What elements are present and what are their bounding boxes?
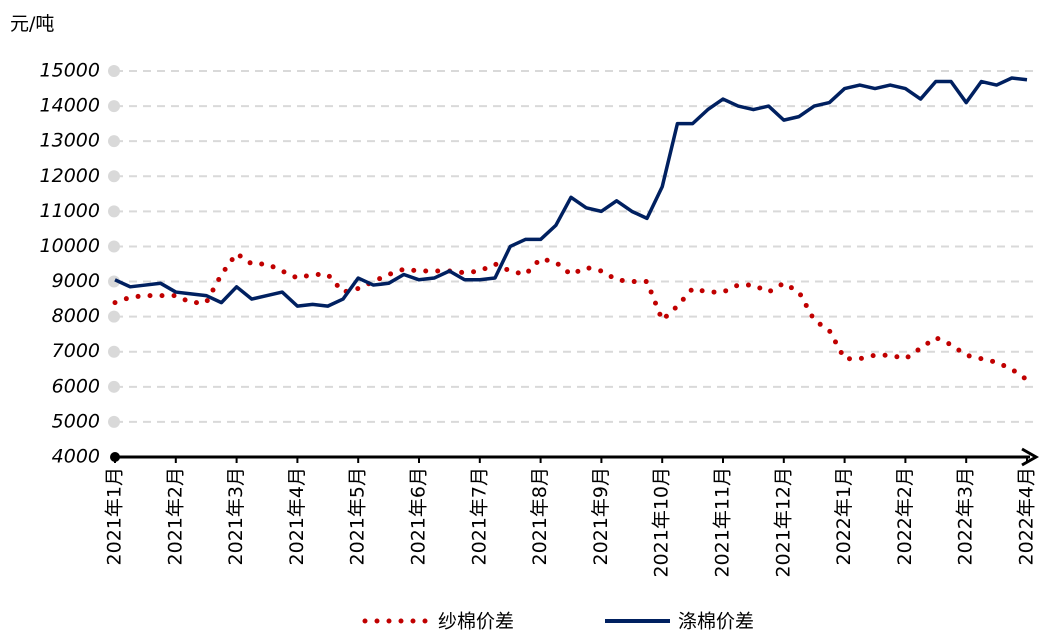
x-tick-label: 2021年6月: [408, 467, 430, 565]
x-tick-label: 2021年3月: [225, 467, 247, 565]
y-tick-label: 5000: [52, 410, 100, 432]
grid-dot: [108, 100, 120, 113]
x-tick-label: 2021年5月: [347, 467, 369, 565]
x-tick-label: 2021年1月: [104, 467, 126, 565]
grid-dot: [108, 65, 120, 77]
y-tick-label: 11000: [40, 200, 100, 222]
x-tick-label: 2021年9月: [590, 467, 612, 565]
y-tick-label: 12000: [40, 165, 100, 187]
y-tick-label: 9000: [52, 270, 100, 292]
x-tick-label: 2021年2月: [164, 467, 186, 565]
grid-dot: [108, 240, 120, 253]
series-line: [114, 76, 1028, 308]
x-tick-label: 2022年4月: [1016, 467, 1038, 565]
series-line: [112, 250, 1030, 383]
grid-dot: [108, 275, 120, 288]
y-tick-label: 15000: [40, 60, 100, 82]
x-tick-label: 2021年12月: [772, 467, 794, 578]
y-tick-label: 14000: [40, 95, 100, 117]
x-tick-label: 2021年11月: [712, 467, 734, 578]
x-tick-label: 2022年1月: [833, 467, 855, 565]
y-axis-label: 元/吨: [10, 13, 54, 35]
y-tick-label: 13000: [40, 130, 100, 152]
x-tick-label: 2021年10月: [651, 467, 673, 578]
x-tick-label: 2022年2月: [894, 467, 916, 565]
x-tick-label: 2022年3月: [955, 467, 977, 565]
grid-dot: [108, 135, 120, 148]
y-tick-label: 10000: [40, 235, 100, 257]
grid-dot: [108, 205, 120, 218]
legend-label: 涤棉价差: [678, 611, 754, 633]
y-tick-label: 4000: [52, 446, 100, 468]
grid-dot: [108, 170, 120, 183]
legend-label: 纱棉价差: [438, 611, 514, 633]
grid-dot: [108, 310, 120, 323]
y-tick-label: 8000: [52, 305, 100, 327]
grid-dot: [108, 345, 120, 358]
grid-dot: [108, 415, 120, 428]
y-tick-label: 6000: [52, 375, 100, 397]
y-tick-label: 7000: [52, 340, 100, 362]
x-tick-label: 2021年8月: [529, 467, 551, 565]
grid-dot: [108, 380, 120, 393]
x-tick-label: 2021年4月: [286, 467, 308, 565]
x-tick-label: 2021年7月: [468, 467, 490, 565]
